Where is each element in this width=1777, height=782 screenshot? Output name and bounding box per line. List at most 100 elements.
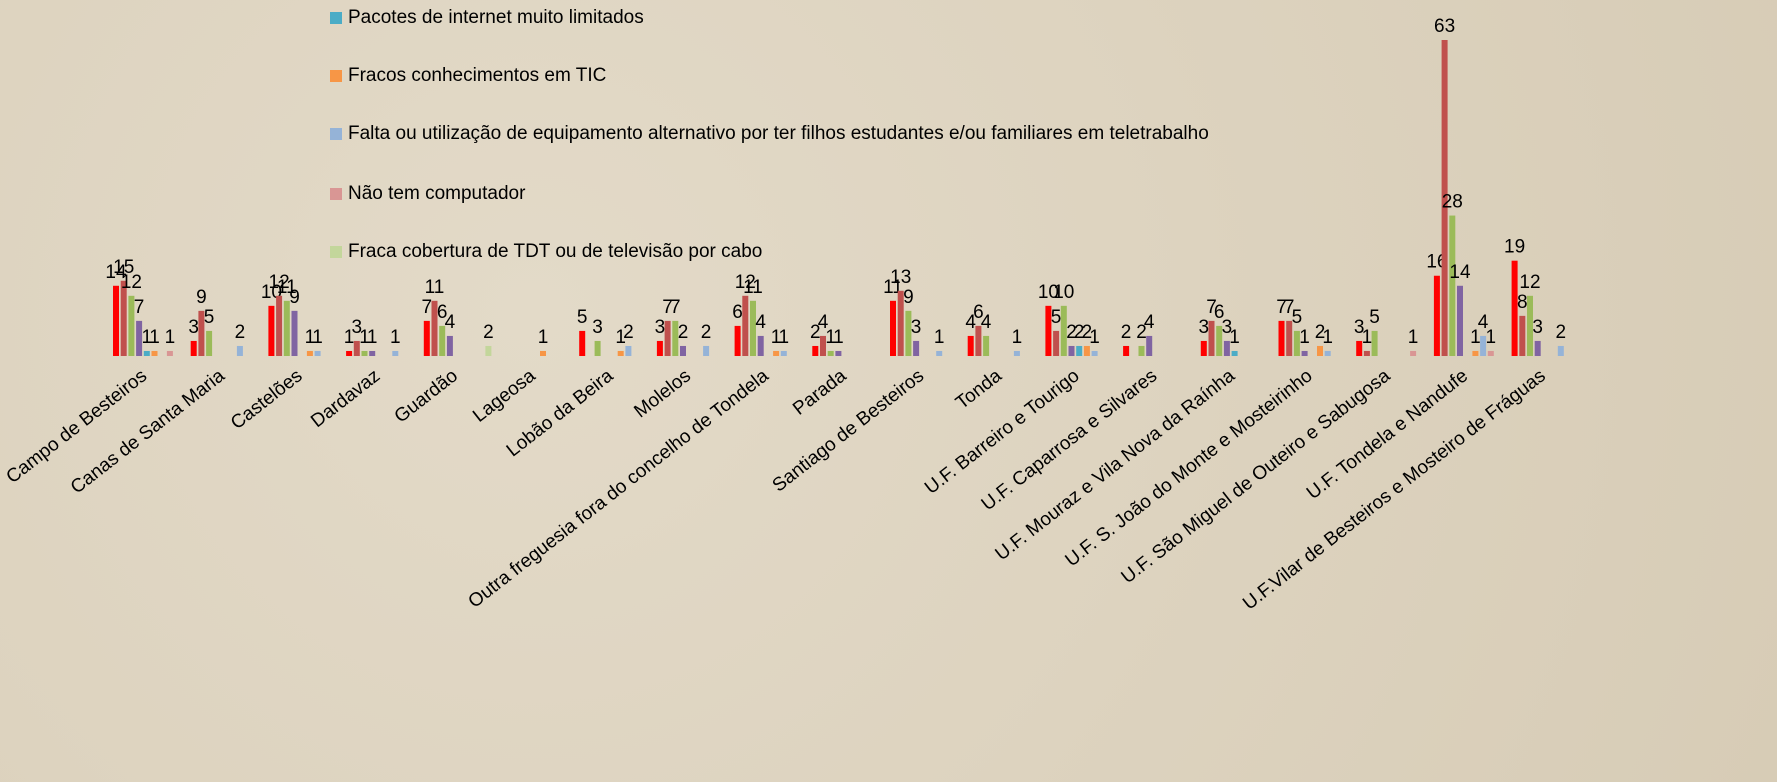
bar [617,350,624,356]
bar [1457,285,1463,356]
data-label: 9 [289,287,300,308]
bar [128,295,135,356]
bar [983,335,990,356]
data-label: 5 [1292,307,1303,328]
data-label: 2 [483,322,494,343]
data-label: 1 [165,327,176,348]
bar [820,335,826,356]
data-label: 11 [277,277,297,298]
bar [773,350,780,356]
bar [1519,315,1526,356]
data-label: 6 [732,302,743,323]
x-tick-label: Lageosa [469,365,540,427]
bar [1363,350,1370,356]
bar [1091,350,1098,356]
bar [1200,340,1207,356]
data-label: 3 [592,317,603,338]
data-label: 4 [1144,312,1155,333]
data-label: 12 [735,272,756,293]
bar [1293,330,1300,356]
bar [276,295,283,356]
bar [1278,320,1285,356]
bar [346,350,353,356]
bar [1317,345,1323,356]
data-label: 6 [1214,302,1225,323]
data-label: 4 [1478,312,1489,333]
data-label: 1 [1012,327,1023,348]
data-label: 12 [121,272,142,293]
data-label: 2 [701,322,712,343]
legend-entry: Não tem computador [330,180,1248,208]
legend-entry: Pacotes de internet muito limitados [330,4,1248,32]
bar [1301,350,1308,356]
data-label: 1 [833,327,844,348]
bar [392,350,399,356]
bar [750,300,756,356]
data-label: 7 [1276,297,1287,318]
bar [967,335,974,356]
x-tick-label: U.F. São Miguel de Outeiro e Sabugosa [1118,365,1395,588]
bar [1534,340,1541,356]
x-tick-label: Dardavaz [307,365,384,432]
data-label: 1 [312,327,323,348]
bar [1053,330,1060,356]
data-label: 7 [422,297,433,318]
bar [283,300,290,356]
legend-swatch [330,128,342,140]
bar [431,300,438,356]
x-tick-label: Guardão [391,365,462,427]
legend-entry: Fracos conhecimentos em TIC [330,62,1248,90]
data-label: 1 [1362,327,1373,348]
data-label: 4 [965,312,976,333]
data-label: 1 [1408,327,1419,348]
bar [975,325,982,356]
bar [1410,350,1417,356]
bar [353,340,360,356]
bar [1356,340,1363,356]
bar [579,330,586,356]
bar [757,335,764,356]
data-label: 2 [1082,322,1093,343]
bar [361,350,368,356]
bar [113,285,119,356]
bar [1208,320,1215,356]
legend-swatch [330,246,342,258]
data-label: 9 [903,287,914,308]
bar [703,345,710,356]
data-label: 11 [425,277,445,298]
data-label: 4 [755,312,766,333]
legend-label: Falta ou utilização de equipamento alter… [348,123,1209,144]
bar [1060,305,1067,356]
data-label: 3 [352,317,363,338]
data-label: 1 [1322,327,1333,348]
bar [680,345,686,356]
data-label: 1 [1486,327,1497,348]
legend-swatch [330,70,342,82]
data-label: 1 [390,327,401,348]
bar [1216,325,1223,356]
data-label: 5 [577,307,588,328]
data-label: 1 [825,327,836,348]
x-tick-label: Canas de Santa Maria [67,365,229,498]
bar [1371,330,1378,356]
bar [1083,345,1090,356]
data-label: 12 [269,272,290,293]
data-label: 13 [890,267,911,288]
data-label: 1 [359,327,370,348]
data-label: 5 [1051,307,1062,328]
bar [206,330,213,356]
data-label: 11 [743,277,763,298]
bar [1223,340,1230,356]
data-label: 1 [771,327,782,348]
data-label: 2 [235,322,246,343]
bar [1472,350,1479,356]
bar [369,350,376,356]
bar [812,345,819,356]
data-label: 8 [1517,292,1528,313]
bar [625,345,632,356]
data-label: 28 [1442,192,1463,213]
bar [780,350,787,356]
bar [151,350,158,356]
data-label: 2 [1556,322,1567,343]
